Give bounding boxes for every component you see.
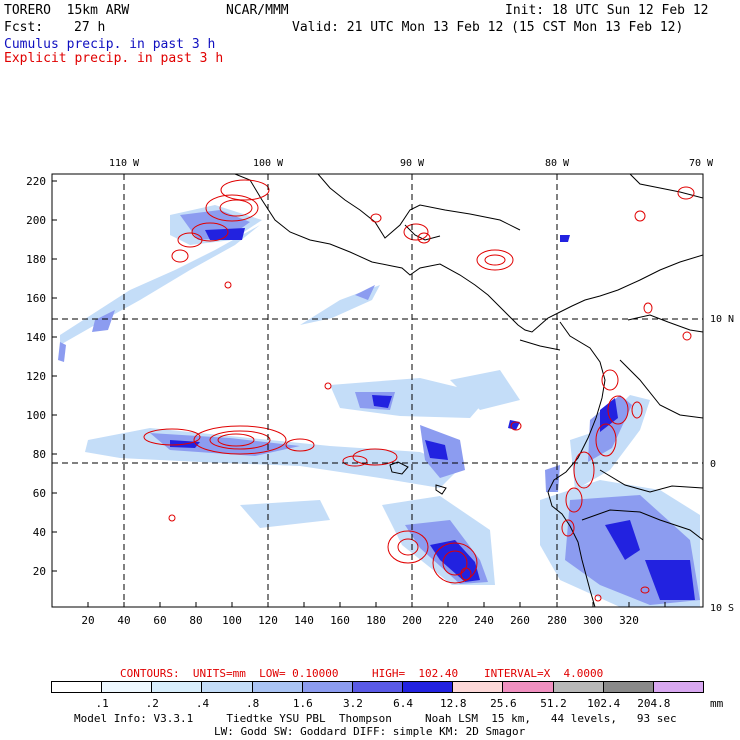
colorbar-swatch [201,681,253,693]
y-tick-label: 180 [26,253,46,266]
lon-label: 100 W [253,158,284,169]
coastlines [234,174,703,607]
fcst-value: 27 h [74,20,106,35]
y-tick-label: 20 [33,565,46,578]
x-axis [87,602,666,607]
colorbar-swatch [251,681,303,693]
lon-label: 70 W [689,158,714,169]
x-tick-label: 240 [474,614,494,627]
x-tick-label: 300 [583,614,603,627]
colorbar-level: 204.8 [637,697,671,710]
x-tick-label: 40 [117,614,130,627]
x-tick-label: 60 [153,614,166,627]
colorbar-level: 12.8 [439,697,467,710]
colorbar-swatch [402,681,454,693]
colorbar-level: 25.6 [490,697,517,710]
explicit-title: Explicit precip. in past 3 h [4,51,224,66]
contour-info: CONTOURS: UNITS=mm LOW= 0.10000 [120,667,339,680]
latlon-grid [52,174,703,607]
x-tick-label: 320 [619,614,639,627]
cumulus-title: Cumulus precip. in past 3 h [4,37,216,52]
colorbar-swatch [502,681,554,693]
valid-time: Valid: 21 UTC Mon 13 Feb 12 (15 CST Mon … [292,20,684,35]
y-axis [52,180,57,572]
org-label: NCAR/MMM [226,3,289,18]
x-tick-label: 140 [294,614,314,627]
contour-high: HIGH= 102.40 [372,667,459,680]
explicit-precip-contours [143,179,695,602]
contour-interval: INTERVAL=X 4.0000 [484,667,604,680]
precip-colorbar [51,681,705,693]
model-info-line1: Model Info: V3.3.1 Tiedtke YSU PBL Thomp… [74,712,677,725]
y-tick-label: 140 [26,331,46,344]
lon-label: 80 W [545,158,570,169]
x-tick-label: 100 [222,614,242,627]
colorbar-level: .8 [245,697,260,710]
lon-labels: 110 W 100 W 90 W 80 W 70 W [109,158,714,169]
colorbar-level: 102.4 [587,697,621,710]
model-info-line2: LW: Godd SW: Goddard DIFF: simple KM: 2D… [214,725,526,738]
lon-label: 90 W [400,158,425,169]
lat-label: 0 [710,459,716,470]
y-tick-label: 40 [33,526,46,539]
colorbar-swatch [101,681,153,693]
cumulus-precip-areas [58,205,700,607]
colorbar-level: .4 [195,697,210,710]
y-tick-label: 60 [33,487,46,500]
lat-label: 10 N [710,314,734,325]
colorbar-level: 51.2 [540,697,567,710]
colorbar-swatch [652,681,705,693]
colorbar-swatch [351,681,404,693]
y-tick-label: 80 [33,448,46,461]
colorbar-swatch [452,681,504,693]
y-tick-label: 200 [26,214,46,227]
map-frame [51,173,704,608]
lat-label: 10 S [710,603,734,614]
colorbar-level: 6.4 [393,697,413,710]
colorbar-level: .1 [95,697,109,710]
colorbar-level: .2 [145,697,159,710]
colorbar-swatch [151,681,203,693]
x-tick-label: 280 [547,614,567,627]
colorbar-level: 3.2 [342,697,363,710]
x-tick-label: 200 [402,614,422,627]
y-tick-label: 220 [26,175,46,188]
fcst-label: Fcst: [4,20,44,35]
colorbar-swatch [301,681,353,693]
x-tick-label: 260 [510,614,530,627]
colorbar-level: 1.6 [292,697,313,710]
x-tick-label: 160 [330,614,350,627]
x-tick-label: 180 [366,614,386,627]
x-tick-label: 120 [258,614,278,627]
colorbar-swatch [552,681,604,693]
y-tick-label: 120 [26,370,46,383]
model-title: TORERO 15km ARW [4,3,130,18]
lon-label: 110 W [109,158,140,169]
init-time: Init: 18 UTC Sun 12 Feb 12 [505,3,709,18]
colorbar-units: mm [710,697,724,710]
lat-labels: 10 N 0 10 S [710,314,734,614]
x-tick-label: 20 [81,614,94,627]
colorbar-swatch [51,681,103,693]
x-tick-label: 80 [189,614,202,627]
y-tick-label: 160 [26,292,46,305]
colorbar-swatch [602,681,654,693]
y-tick-label: 100 [26,409,46,422]
x-tick-label: 220 [438,614,458,627]
